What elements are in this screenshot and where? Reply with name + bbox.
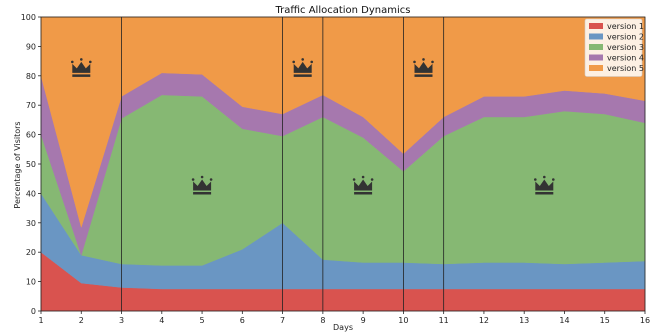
x-tick-label: 8 (320, 316, 325, 325)
y-tick-label: 0 (31, 307, 36, 316)
crown-icon (292, 58, 313, 77)
crown-icon (413, 58, 434, 77)
x-tick-label: 1 (38, 316, 43, 325)
crown-icon (534, 175, 555, 195)
y-tick-label: 50 (26, 160, 36, 169)
chart-title: Traffic Allocation Dynamics (274, 5, 410, 16)
x-tick-label: 16 (640, 316, 650, 325)
crown-icon (71, 58, 92, 77)
x-tick-label: 13 (519, 316, 529, 325)
legend-label: version 3 (607, 43, 644, 52)
x-tick-label: 2 (79, 316, 84, 325)
legend-swatch (589, 65, 603, 71)
y-tick-label: 80 (26, 72, 36, 81)
vertical-markers (121, 17, 445, 311)
x-tick-label: 11 (439, 316, 449, 325)
legend-box (584, 18, 643, 77)
y-tick-label: 20 (26, 248, 36, 257)
area-layers (40, 16, 646, 312)
legend-label: version 5 (607, 64, 644, 73)
legend-swatch (589, 23, 603, 29)
x-tick-label: 7 (280, 316, 285, 325)
y-tick-label: 90 (26, 42, 36, 51)
legend-label: version 2 (607, 33, 644, 42)
crown-markers (71, 58, 555, 195)
x-tick-label: 10 (398, 316, 408, 325)
y-tick-label: 40 (26, 189, 36, 198)
y-tick-label: 70 (26, 101, 36, 110)
x-tick-label: 4 (159, 316, 164, 325)
y-axis-ticks: 0 10 20 30 40 50 60 70 80 90 100 (21, 13, 41, 316)
x-axis-title: Days (333, 323, 353, 332)
x-tick-label: 14 (559, 316, 569, 325)
legend-label: version 1 (607, 22, 644, 31)
legend-swatch (589, 44, 603, 50)
y-tick-label: 10 (26, 278, 36, 287)
x-axis-ticks: 1 2 3 4 5 6 7 8 9 10 11 12 13 14 15 16 (38, 311, 650, 325)
x-tick-label: 15 (600, 316, 610, 325)
x-tick-label: 3 (119, 316, 124, 325)
x-tick-label: 5 (200, 316, 205, 325)
x-tick-label: 6 (240, 316, 245, 325)
y-axis-title: Percentage of Visitors (13, 121, 22, 208)
legend-label: version 4 (607, 54, 644, 63)
crown-icon (352, 175, 374, 195)
y-tick-label: 30 (26, 219, 36, 228)
legend-swatch (589, 54, 603, 61)
legend-swatch (589, 33, 603, 40)
x-tick-label: 12 (479, 316, 489, 325)
crown-icon (191, 175, 213, 195)
y-tick-label: 100 (21, 13, 36, 22)
y-tick-label: 60 (26, 131, 36, 140)
x-tick-label: 9 (361, 316, 366, 325)
